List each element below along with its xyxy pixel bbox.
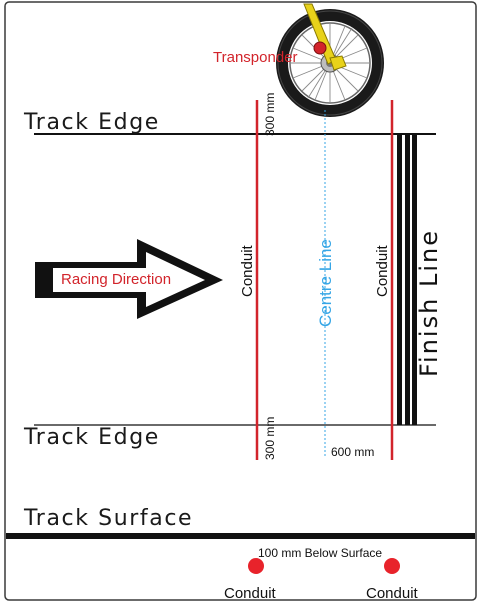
racing-direction-arrow-icon (35, 239, 223, 319)
bicycle-fork-icon (303, 3, 347, 71)
diagram-frame (4, 1, 477, 601)
transponder-icon (313, 41, 327, 55)
conduit-right-label: Conduit (374, 244, 391, 297)
conduit-section-left-icon (248, 558, 264, 574)
bicycle-wheel-icon (276, 9, 384, 117)
dimension-300mm-bottom-label: 300 mm (263, 417, 277, 460)
conduit-section-left-label: Conduit (224, 585, 277, 602)
transponder-label: Transponder (213, 49, 298, 66)
track-edge-bottom-label: Track Edge (23, 425, 160, 450)
track-surface-label: Track Surface (23, 506, 193, 531)
centre-line-label: Centre Line (316, 239, 335, 327)
conduit-section-right-icon (384, 558, 400, 574)
below-surface-label: 100 mm Below Surface (258, 546, 382, 560)
track-edge-top-label: Track Edge (23, 110, 160, 135)
racing-direction-label: Racing Direction (61, 271, 171, 288)
conduit-section-right-label: Conduit (366, 585, 419, 602)
conduit-left-label: Conduit (239, 244, 256, 297)
finish-line-label: Finish Line (415, 229, 443, 377)
finish-line-marker (397, 134, 417, 425)
dimension-600mm-label: 600 mm (331, 445, 374, 459)
dimension-300mm-top-label: 300 mm (263, 93, 277, 136)
